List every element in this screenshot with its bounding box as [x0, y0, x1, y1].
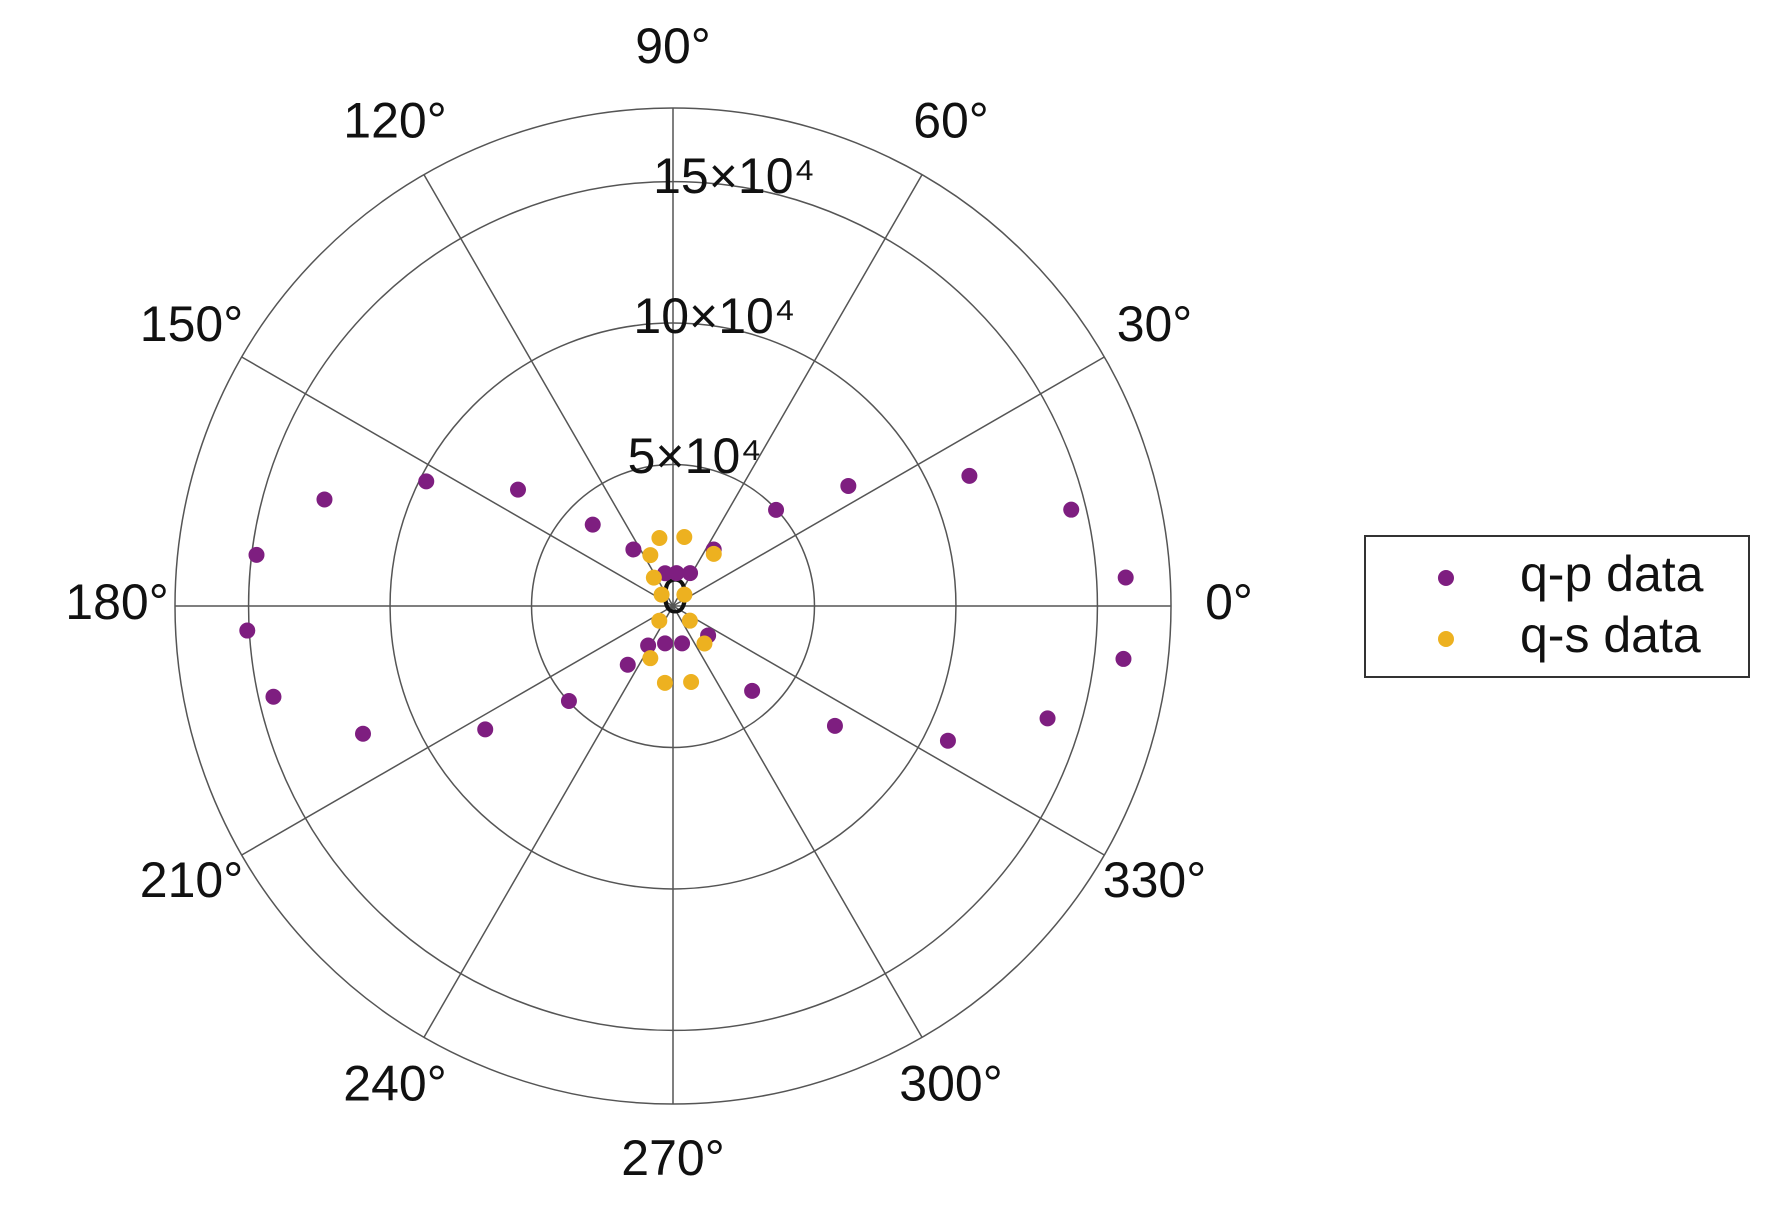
data-point — [354, 725, 371, 742]
data-point — [642, 650, 659, 667]
r-grid-ring — [247, 180, 1099, 1032]
data-point — [642, 547, 659, 564]
data-point — [668, 565, 685, 582]
theta-tick-label: 300° — [899, 1056, 1002, 1112]
theta-tick-label: 270° — [621, 1130, 724, 1186]
data-point — [239, 622, 256, 639]
legend-label: q-p data — [1520, 546, 1704, 602]
data-point — [640, 637, 657, 654]
data-point — [651, 530, 668, 547]
r-tick-label: 5×10⁴ — [628, 428, 762, 484]
data-point — [744, 682, 761, 699]
theta-tick-label: 60° — [913, 93, 989, 149]
data-point — [477, 721, 494, 738]
data-point — [560, 693, 577, 710]
data-point — [653, 586, 670, 603]
r-grid-ring — [389, 322, 957, 890]
theta-tick-label: 180° — [65, 574, 168, 630]
legend-box — [1364, 535, 1750, 678]
data-point — [683, 673, 700, 690]
data-point — [265, 688, 282, 705]
theta-grid-line — [672, 356, 1105, 607]
theta-tick-label: 150° — [140, 296, 243, 352]
data-point — [840, 477, 857, 494]
theta-grid-line — [672, 605, 923, 1038]
legend-marker — [1438, 631, 1454, 647]
data-point — [1063, 501, 1080, 518]
data-point — [961, 467, 978, 484]
data-point — [939, 732, 956, 749]
data-point — [619, 656, 636, 673]
data-point — [681, 612, 698, 629]
data-point — [651, 612, 668, 629]
r-tick-label: 10×10⁴ — [633, 288, 795, 344]
theta-grid-line — [423, 174, 674, 607]
data-point — [625, 541, 642, 558]
data-point — [682, 565, 699, 582]
data-point — [676, 529, 693, 546]
data-point — [826, 717, 843, 734]
r-grid-ring — [530, 463, 816, 749]
data-point — [645, 569, 662, 586]
data-point — [705, 545, 722, 562]
theta-tick-label: 240° — [343, 1056, 446, 1112]
r-tick-label: 15×10⁴ — [653, 148, 815, 204]
data-point — [584, 516, 601, 533]
theta-tick-label: 120° — [343, 93, 446, 149]
outer-ring — [174, 107, 1172, 1105]
theta-grid-line — [672, 174, 923, 607]
data-point — [696, 635, 713, 652]
data-point — [418, 473, 435, 490]
data-point — [1039, 710, 1056, 727]
data-point — [656, 674, 673, 691]
data-point — [1115, 650, 1132, 667]
theta-grid-line — [241, 356, 674, 607]
data-point — [510, 481, 527, 498]
data-point — [768, 501, 785, 518]
data-point — [657, 635, 674, 652]
data-point — [1117, 569, 1134, 586]
theta-grid-line — [241, 605, 674, 856]
data-point — [674, 635, 691, 652]
data-point — [676, 586, 693, 603]
theta-tick-label: 0° — [1205, 574, 1253, 630]
theta-tick-label: 330° — [1103, 852, 1206, 908]
theta-grid-line — [423, 605, 674, 1038]
theta-tick-label: 210° — [140, 852, 243, 908]
data-point — [316, 491, 333, 508]
theta-tick-label: 30° — [1117, 296, 1193, 352]
legend-marker — [1438, 570, 1454, 586]
data-point — [248, 546, 265, 563]
theta-grid-line — [672, 605, 1105, 856]
legend-label: q-s data — [1520, 607, 1701, 663]
theta-tick-label: 90° — [635, 18, 711, 74]
